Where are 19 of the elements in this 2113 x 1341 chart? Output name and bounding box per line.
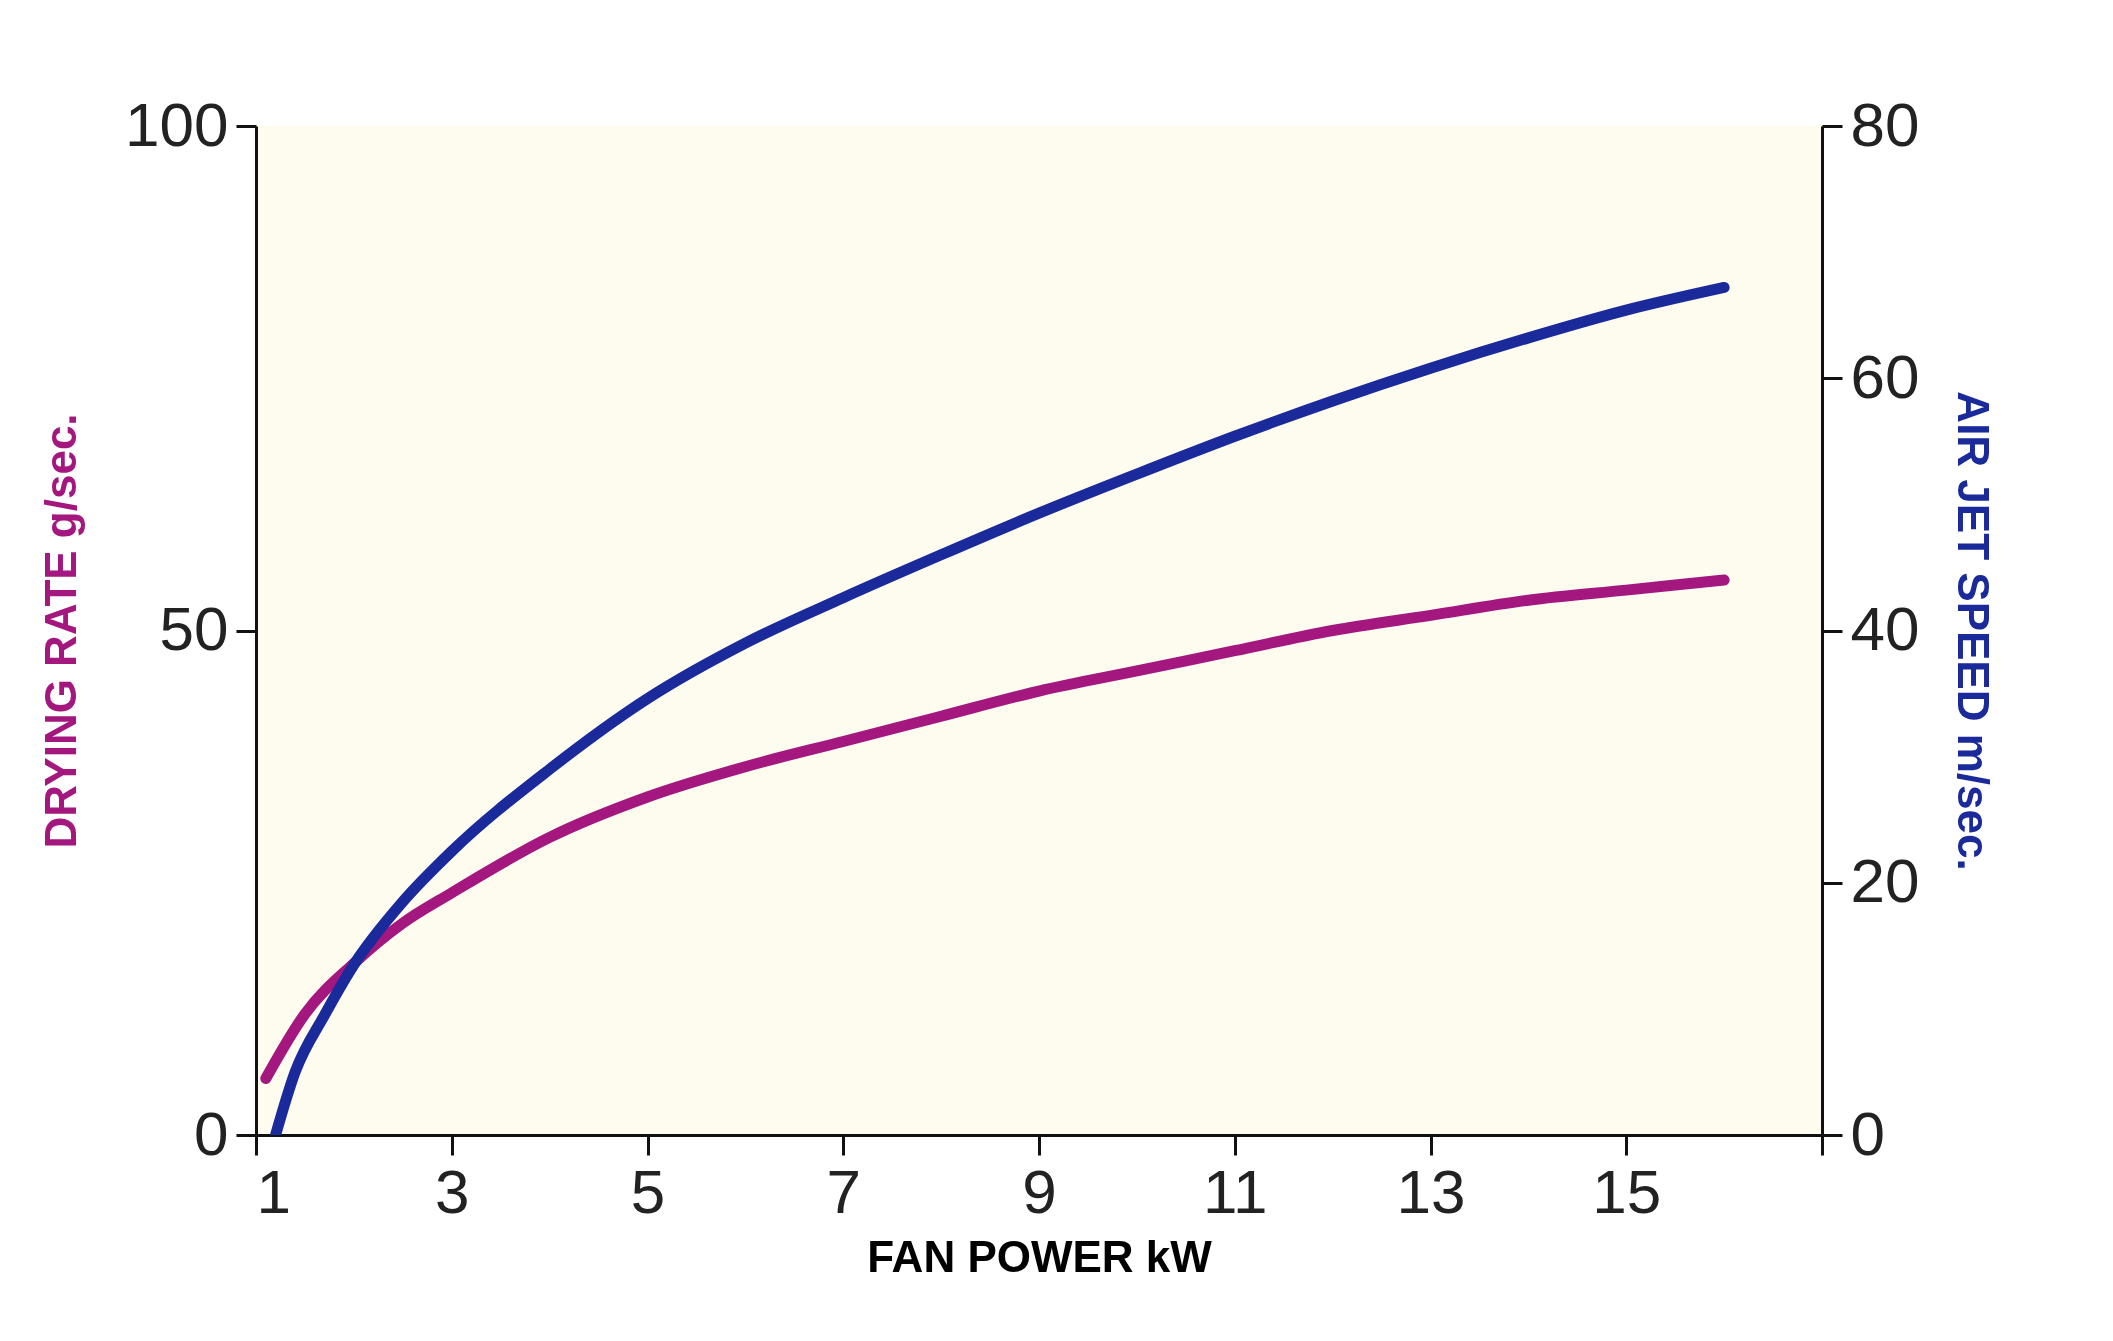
- x-tick-label: 5: [630, 1156, 666, 1226]
- x-tick-label: 1: [256, 1156, 291, 1226]
- y2-tick-label: 0: [1850, 1098, 1885, 1168]
- x-tick-label: 13: [1396, 1156, 1466, 1226]
- y2-tick-label: 80: [1850, 89, 1920, 159]
- y-tick-label: 50: [159, 594, 229, 663]
- x-tick-label: 3: [435, 1156, 470, 1226]
- x-tick-label: 9: [1022, 1156, 1057, 1226]
- y-tick-label: 0: [194, 1098, 229, 1168]
- y2-tick-label: 60: [1850, 341, 1920, 411]
- y2-tick-label: 20: [1850, 846, 1920, 916]
- y2-axis-title: AIR JET SPEED m/sec.: [1949, 391, 1999, 871]
- y-tick-label: 100: [125, 89, 229, 159]
- x-axis-title: FAN POWER kW: [867, 1231, 1213, 1281]
- x-tick-label: 11: [1203, 1156, 1268, 1226]
- x-tick-label: 15: [1592, 1156, 1662, 1226]
- x-tick-label: 7: [826, 1156, 861, 1226]
- y-axis-title: DRYING RATE g/sec.: [36, 413, 86, 849]
- y2-tick-label: 40: [1850, 594, 1920, 663]
